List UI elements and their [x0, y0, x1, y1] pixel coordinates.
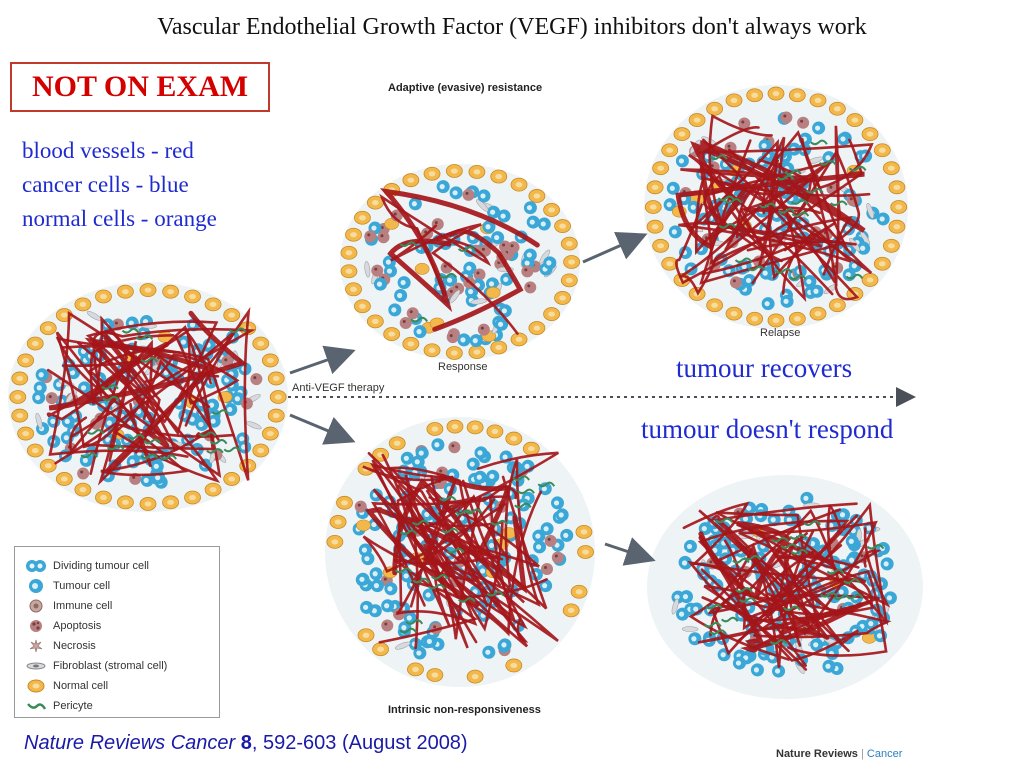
legend-item-pericyte: Pericyte: [25, 697, 93, 715]
arrow-to-response: [289, 345, 356, 375]
tumour-intrinsic: [325, 417, 595, 687]
legend-label: Fibroblast (stromal cell): [53, 660, 168, 672]
brand-section: Cancer: [866, 748, 903, 760]
fibroblast-icon: [26, 662, 46, 670]
response-label: Response: [438, 361, 488, 373]
anti-vegf-therapy-label: Anti-VEGF therapy: [292, 382, 385, 394]
citation-details: , 592-603 (August 2008): [251, 732, 468, 754]
tumour-initial: [8, 282, 288, 512]
key-normal-cells: normal cells - orange: [22, 206, 217, 231]
legend-item-apoptosis: Apoptosis: [25, 617, 101, 635]
adaptive-resistance-label: Adaptive (evasive) resistance: [388, 82, 543, 94]
brand-separator: |: [857, 748, 867, 760]
intrinsic-non-responsiveness-label: Intrinsic non-responsiveness: [388, 704, 541, 716]
tumour-intrinsic-late: [647, 475, 923, 699]
legend-label: Immune cell: [53, 600, 113, 612]
legend-label: Tumour cell: [53, 580, 111, 592]
tumour-response: [340, 164, 580, 360]
legend-label: Normal cell: [53, 680, 109, 692]
tumour-doesnt-respond-label: tumour doesn't respond: [641, 414, 894, 444]
citation-volume: 8: [240, 732, 252, 754]
not-on-exam-box: NOT ON EXAM: [10, 62, 270, 112]
key-blood-vessels: blood vessels - red: [22, 138, 194, 163]
arrow-to-intrinsic: [289, 413, 356, 445]
dividing-cell-icon: [26, 560, 46, 572]
citation-journal: Nature Reviews Cancer: [24, 732, 236, 754]
tumour-recovers-label: tumour recovers: [676, 353, 853, 383]
normal-cell-icon: [27, 679, 45, 693]
legend-item-immune-cell: Immune cell: [25, 597, 112, 615]
tumour-cell-icon: [29, 579, 43, 593]
relapse-label: Relapse: [760, 327, 801, 339]
key-cancer-cells: cancer cells - blue: [22, 172, 189, 197]
citation: Nature Reviews Cancer 8, 592-603 (August…: [24, 732, 468, 755]
legend-item-fibroblast: Fibroblast (stromal cell): [25, 657, 167, 675]
legend-label: Dividing tumour cell: [53, 560, 149, 572]
apoptosis-icon: [30, 620, 42, 632]
brand-name: Nature Reviews: [776, 748, 858, 760]
legend-label: Apoptosis: [53, 620, 102, 632]
nature-reviews-logo: Nature Reviews | Cancer: [776, 748, 902, 760]
legend-item-tumour-cell: Tumour cell: [25, 577, 110, 595]
legend: Dividing tumour cell Tumour cell Immune …: [14, 546, 220, 718]
legend-item-dividing-tumour-cell: Dividing tumour cell: [25, 557, 149, 575]
arrow-to-intrinsic-late: [604, 537, 656, 566]
immune-cell-icon: [29, 599, 43, 613]
tumour-relapse: [644, 85, 908, 329]
legend-label: Necrosis: [53, 640, 96, 652]
necrosis-icon: [29, 639, 43, 653]
legend-item-normal-cell: Normal cell: [25, 677, 108, 695]
pericyte-icon: [27, 703, 47, 710]
slide-title: Vascular Endothelial Growth Factor (VEGF…: [157, 14, 867, 40]
legend-item-necrosis: Necrosis: [25, 637, 96, 655]
legend-label: Pericyte: [53, 700, 93, 712]
arrow-to-relapse: [582, 231, 648, 264]
